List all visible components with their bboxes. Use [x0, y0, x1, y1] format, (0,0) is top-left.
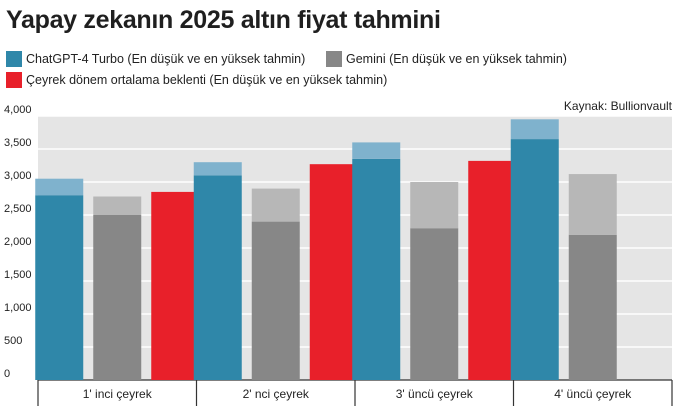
- legend-label-chatgpt: ChatGPT-4 Turbo (En düşük ve en yüksek t…: [26, 52, 306, 66]
- legend-item-average: Çeyrek dönem ortalama beklenti (En düşük…: [6, 72, 387, 88]
- bar-chatgpt-low: [193, 175, 242, 380]
- bar-average: [309, 164, 358, 380]
- bar-gemini-low: [568, 234, 617, 380]
- bar-gemini-low: [251, 221, 300, 380]
- y-tick-label: 500: [4, 335, 22, 347]
- legend-item-gemini: Gemini (En düşük ve en yüksek tahmin): [326, 51, 567, 67]
- bar-average: [468, 160, 517, 380]
- x-category-label: 2' nci çeyrek: [243, 387, 310, 401]
- y-tick-label: 1,000: [4, 302, 32, 314]
- y-tick-label: 2,500: [4, 203, 32, 215]
- y-tick-label: 4,000: [4, 104, 32, 116]
- x-category-label: 4' üncü çeyrek: [554, 387, 632, 401]
- bar-average: [151, 191, 200, 380]
- bar-chatgpt-high: [352, 142, 401, 159]
- legend-swatch-chatgpt: [6, 51, 22, 67]
- bar-gemini-high: [568, 174, 617, 235]
- legend-label-gemini: Gemini (En düşük ve en yüksek tahmin): [346, 52, 567, 66]
- y-tick-label: 0: [4, 368, 10, 380]
- y-tick-label: 3,500: [4, 137, 32, 149]
- bar-chatgpt-low: [35, 195, 84, 380]
- chart-source: Kaynak: Bullionvault: [563, 99, 672, 113]
- x-category-label: 1' inci çeyrek: [83, 387, 153, 401]
- x-category-label: 3' üncü çeyrek: [396, 387, 474, 401]
- bar-chatgpt-low: [352, 158, 401, 380]
- legend-swatch-average: [6, 72, 22, 88]
- bar-gemini-high: [251, 188, 300, 222]
- bar-gemini-low: [410, 228, 459, 380]
- legend-label-average: Çeyrek dönem ortalama beklenti (En düşük…: [26, 73, 388, 87]
- chart-title: Yapay zekanın 2025 altın fiyat tahmini: [6, 6, 441, 34]
- bar-chatgpt-high: [510, 119, 559, 140]
- legend-item-chatgpt: ChatGPT-4 Turbo (En düşük ve en yüksek t…: [6, 51, 305, 67]
- bar-chatgpt-high: [35, 178, 84, 196]
- bar-gemini-low: [93, 215, 142, 380]
- y-tick-label: 2,000: [4, 236, 32, 248]
- legend-swatch-gemini: [326, 51, 342, 67]
- y-tick-label: 1,500: [4, 269, 32, 281]
- y-tick-label: 3,000: [4, 170, 32, 182]
- bar-chatgpt-high: [193, 162, 242, 176]
- bar-gemini-high: [93, 196, 142, 215]
- bar-gemini-high: [410, 182, 459, 229]
- bar-chatgpt-low: [510, 139, 559, 380]
